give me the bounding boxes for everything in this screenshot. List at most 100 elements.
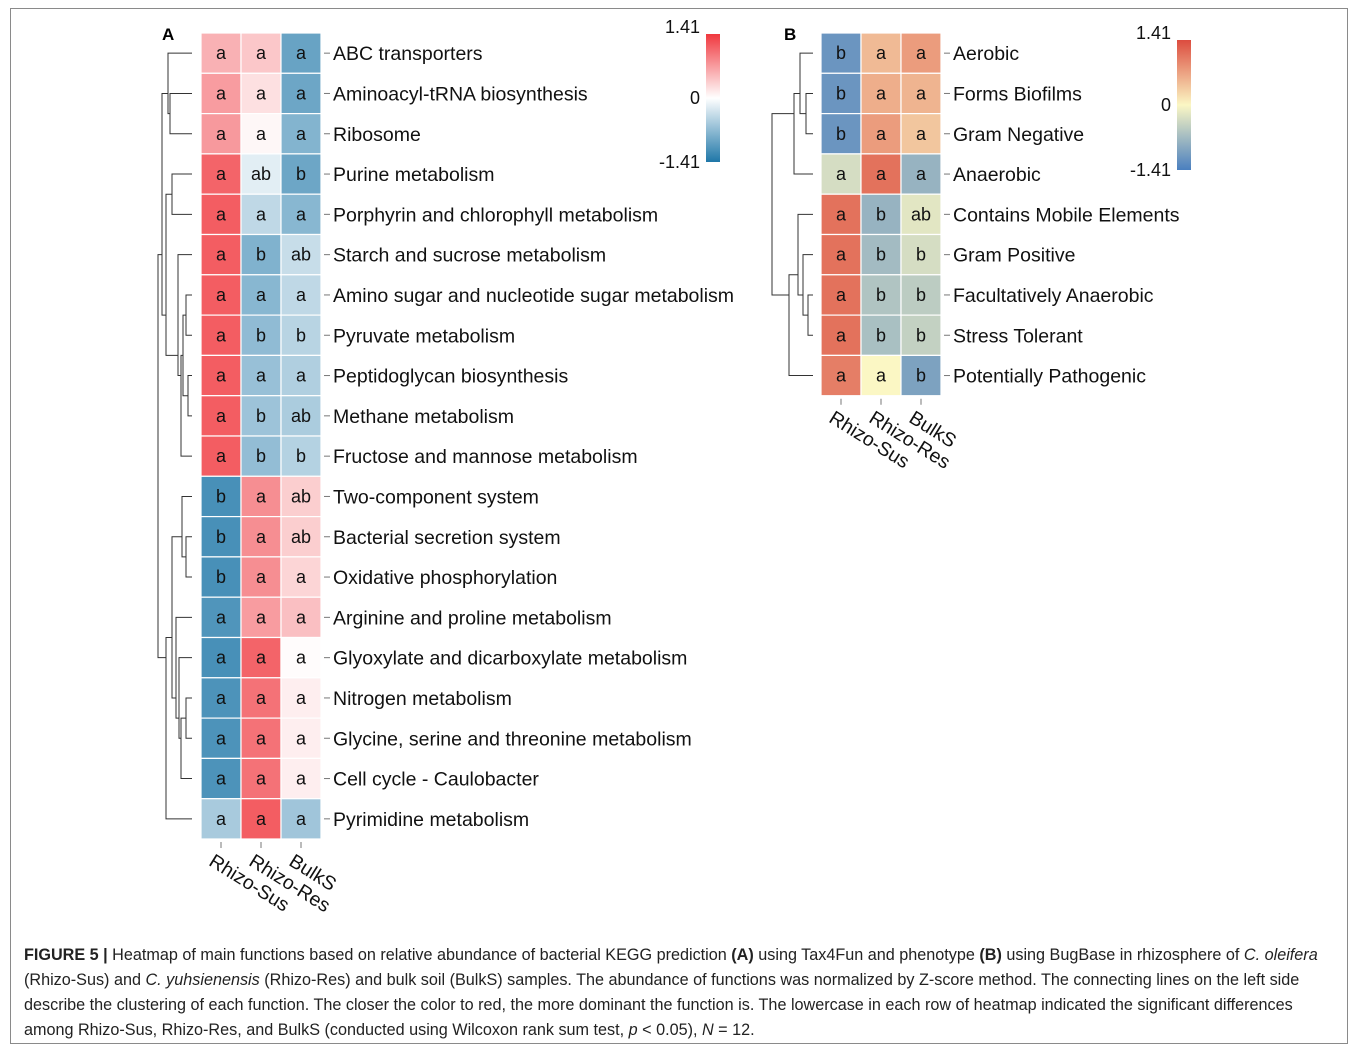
significance-letter: a [916, 164, 927, 184]
row-label: Aerobic [953, 43, 1019, 65]
significance-letter: a [216, 366, 227, 386]
significance-letter: a [256, 486, 267, 506]
row-label: Amino sugar and nucleotide sugar metabol… [333, 285, 734, 307]
significance-letter: a [836, 366, 847, 386]
significance-letter: a [876, 83, 887, 103]
caption-part: C. oleifera [1243, 946, 1318, 964]
significance-letter: b [296, 446, 306, 466]
row-label: Glycine, serine and threonine metabolism [333, 728, 692, 750]
significance-letter: a [216, 285, 227, 305]
significance-letter: a [256, 688, 267, 708]
heatmap-cell [200, 717, 242, 759]
dendrogram-branch [180, 354, 192, 457]
caption-part: (Rhizo-Sus) and [24, 971, 146, 989]
significance-letter: a [216, 83, 227, 103]
significance-letter: a [216, 164, 227, 184]
heatmap-cell [240, 435, 282, 477]
row-label: Ribosome [333, 124, 421, 146]
significance-letter: b [216, 567, 226, 587]
dendrogram-branch [177, 254, 192, 377]
significance-letter: b [916, 245, 926, 265]
significance-letter: a [876, 164, 887, 184]
significance-letter: a [296, 124, 307, 144]
heatmap-cell [240, 556, 282, 598]
dendrogram-branch [185, 294, 192, 336]
dendrogram-branch [788, 274, 813, 377]
significance-letter: a [876, 43, 887, 63]
heatmap-cell [280, 395, 322, 437]
panel-label-a: A [162, 25, 174, 44]
row-label: Bacterial secretion system [333, 527, 561, 549]
significance-letter: a [216, 406, 227, 426]
heatmap-cell [200, 798, 242, 840]
dendrogram-branch [157, 254, 166, 659]
heatmap-cell [900, 193, 942, 236]
dendrogram-branch [799, 52, 813, 115]
row-label: Anaerobic [953, 164, 1041, 186]
caption-part: < 0.05), [637, 1021, 702, 1039]
color-key-label: -1.41 [1130, 160, 1171, 180]
significance-letter: a [876, 366, 887, 386]
caption-part: (A) [731, 946, 754, 964]
significance-letter: a [256, 83, 267, 103]
row-label: Facultatively Anaerobic [953, 285, 1154, 307]
row-label: Aminoacyl-tRNA biosynthesis [333, 83, 588, 105]
significance-letter: a [256, 204, 267, 224]
significance-letter: b [916, 325, 926, 345]
heatmap-cell [240, 677, 282, 719]
significance-letter: a [216, 769, 227, 789]
significance-letter: b [836, 83, 846, 103]
heatmap-cell [820, 32, 862, 74]
heatmap-cell [860, 193, 902, 236]
heatmap-cell [200, 72, 242, 115]
row-label: Arginine and proline metabolism [333, 607, 612, 629]
significance-letter: a [216, 728, 227, 748]
color-key-label: 1.41 [665, 17, 700, 37]
significance-letter: a [256, 607, 267, 627]
heatmap-cell [280, 717, 322, 759]
row-label: Potentially Pathogenic [953, 366, 1146, 388]
heatmap-cell [900, 153, 942, 195]
dendrogram-branch [180, 717, 192, 780]
row-label: Forms Biofilms [953, 83, 1082, 105]
row-label: Starch and sucrose metabolism [333, 245, 606, 267]
significance-letter: a [916, 83, 927, 103]
significance-letter: b [836, 124, 846, 144]
color-key-label: -1.41 [659, 152, 700, 172]
heatmap-cell [240, 798, 282, 840]
significance-letter: b [876, 245, 886, 265]
significance-letter: a [216, 245, 227, 265]
heatmap-cell [280, 193, 322, 236]
significance-letter: a [916, 124, 927, 144]
heatmap-cell [900, 354, 942, 397]
caption-part: C. yuhsienensis [145, 971, 260, 989]
significance-letter: a [216, 809, 227, 829]
caption-part: Heatmap of main functions based on relat… [107, 946, 732, 964]
significance-letter: a [296, 769, 307, 789]
caption-part: = 12. [713, 1021, 755, 1039]
heatmap-cell [820, 153, 862, 195]
row-label: Pyruvate metabolism [333, 325, 515, 347]
heatmap-cell [860, 274, 902, 316]
significance-letter: b [876, 285, 886, 305]
heatmap-cell [240, 274, 282, 316]
significance-letter: b [296, 164, 306, 184]
heatmap-cell [240, 32, 282, 74]
panel-label-b: B [784, 25, 796, 44]
significance-letter: a [216, 607, 227, 627]
significance-letter: a [216, 446, 227, 466]
heatmap-cell [280, 798, 322, 840]
dendrogram-branch [802, 254, 813, 316]
significance-letter: a [216, 124, 227, 144]
row-label: Contains Mobile Elements [953, 204, 1180, 226]
heatmap-cell [200, 757, 242, 800]
heatmap-cell [200, 274, 242, 316]
significance-letter: a [296, 204, 307, 224]
significance-letter: a [296, 567, 307, 587]
dendrogram-branch [185, 697, 192, 739]
significance-letter: ab [291, 245, 311, 265]
dendrogram-branch [805, 92, 813, 135]
significance-letter: ab [291, 406, 311, 426]
